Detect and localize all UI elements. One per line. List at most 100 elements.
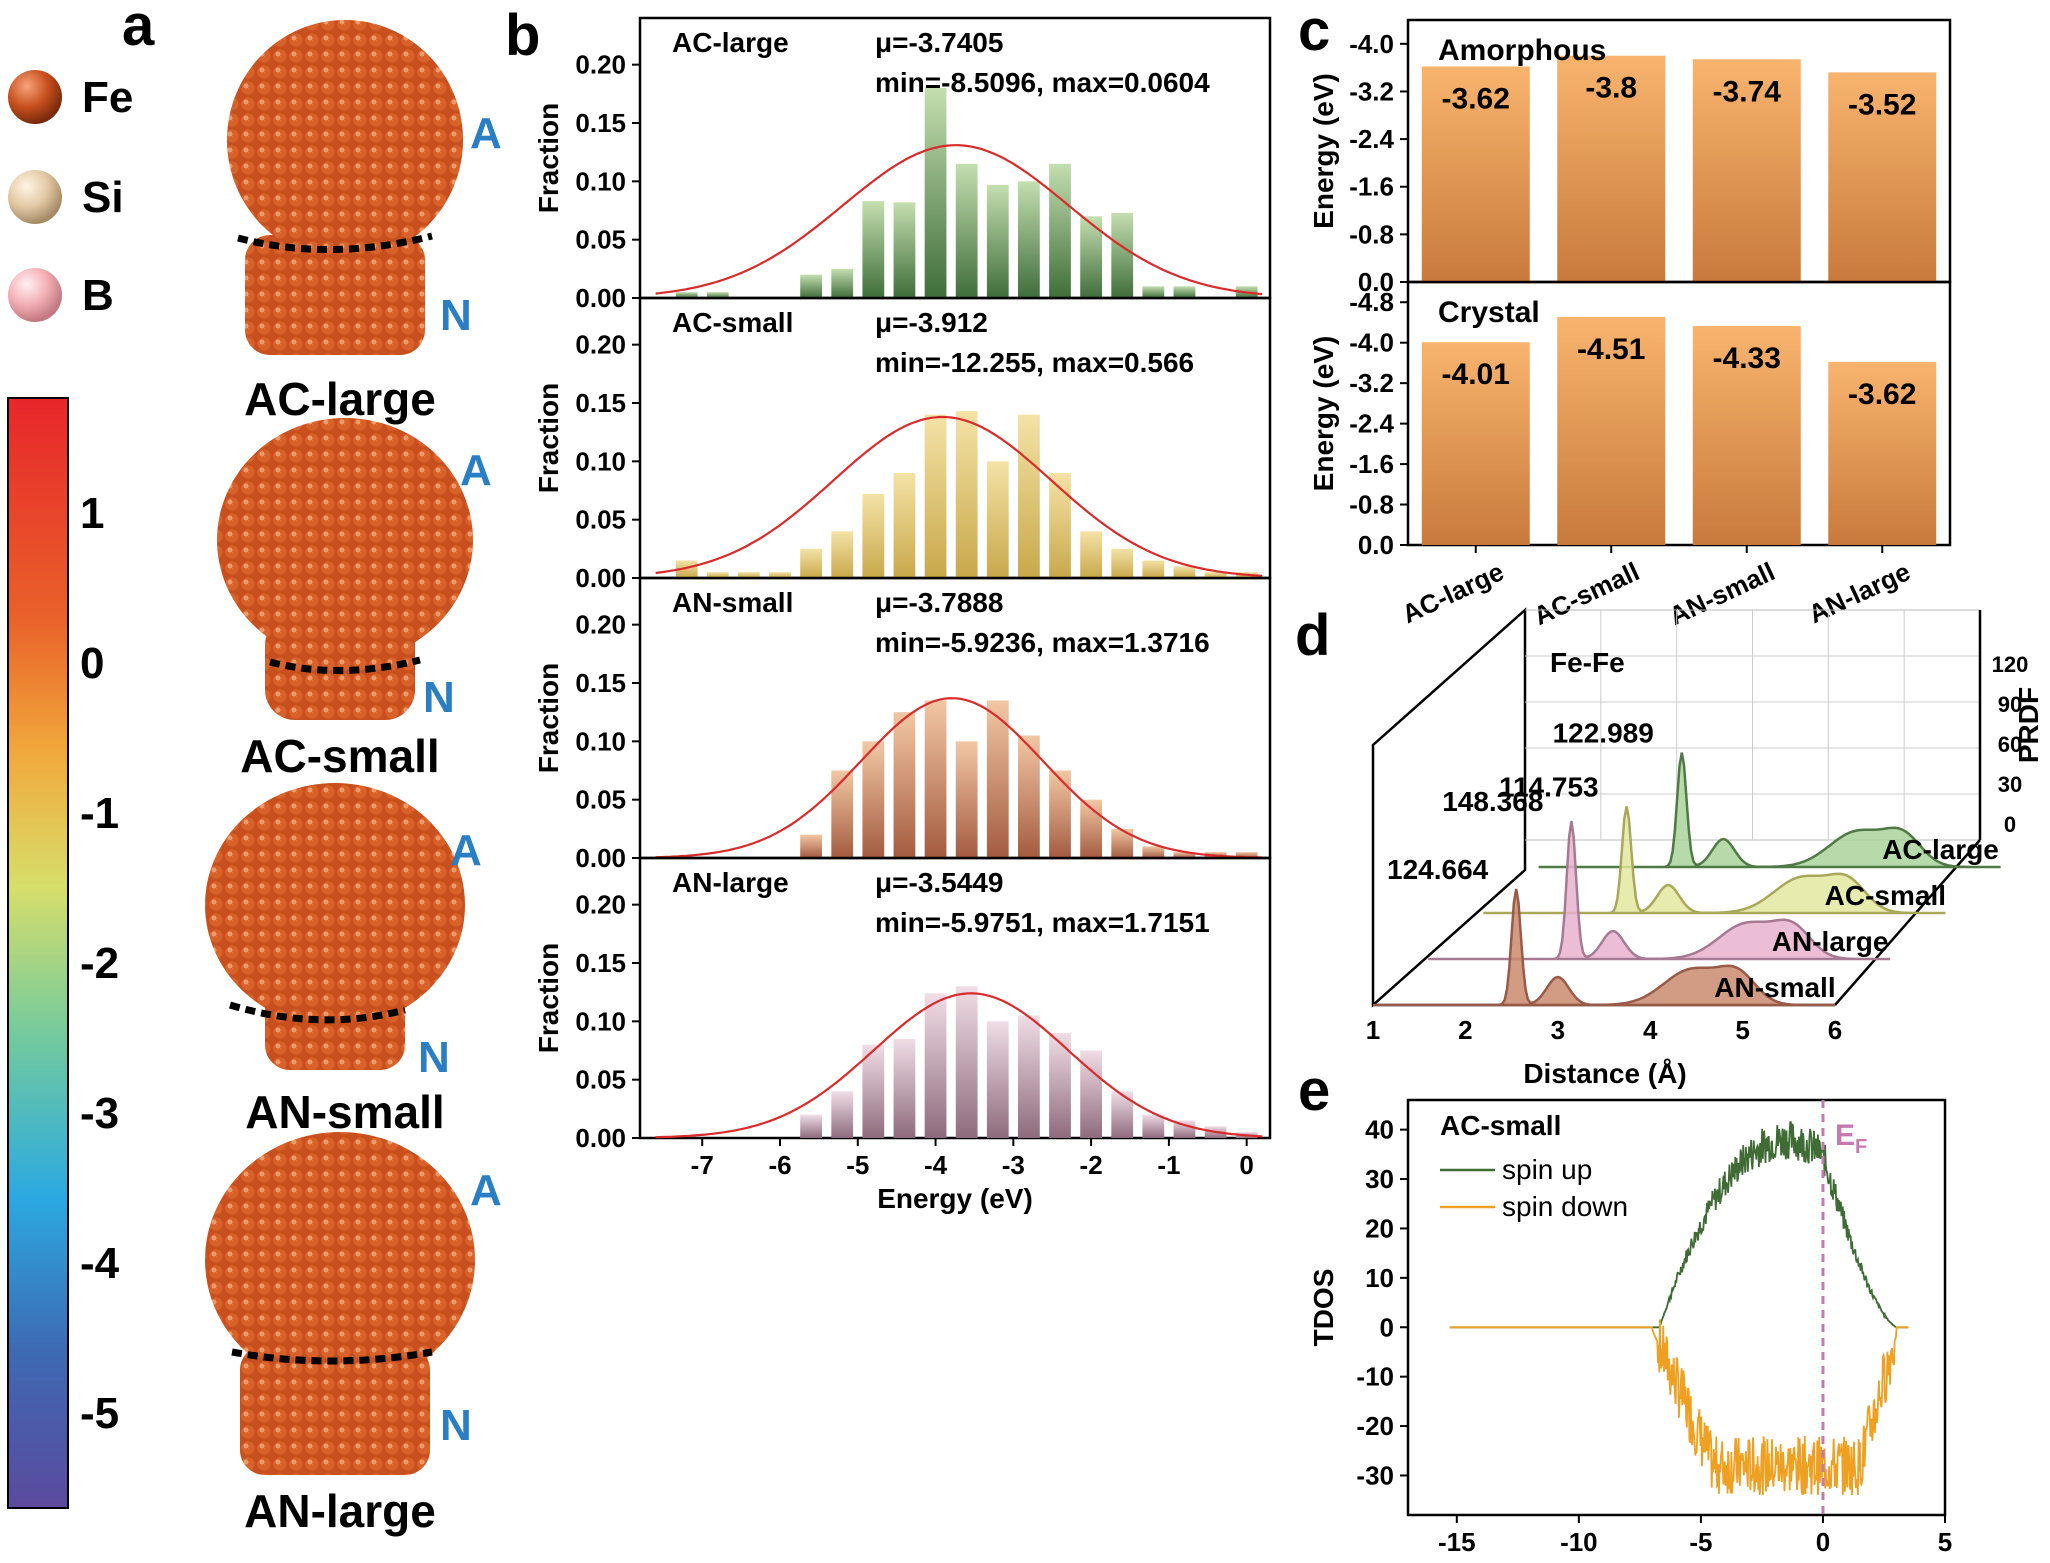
y-tick-label: -3.2 [1349, 76, 1394, 106]
subplot-title: Crystal [1438, 296, 1540, 329]
y-tick-label: 0.00 [575, 563, 626, 593]
energy-bar [1692, 59, 1801, 282]
sphere-region [205, 783, 465, 1027]
y-tick-label: 0.15 [575, 948, 626, 978]
energy-bar [1692, 326, 1801, 545]
histogram-bar [924, 88, 947, 298]
histogram-bar [1080, 216, 1102, 298]
histogram-bar [1049, 163, 1071, 298]
peak-label: 114.753 [1499, 771, 1599, 802]
y-tick-label: 0.15 [575, 108, 626, 138]
z-tick-label: 0 [2004, 812, 2016, 837]
bar-value-label: -4.01 [1442, 358, 1510, 391]
histogram-bar [800, 834, 822, 858]
histogram-bar [986, 700, 1009, 858]
y-tick-label: 0.15 [575, 388, 626, 418]
colorbar-tick-m4: -4 [80, 1239, 120, 1288]
legend-b-label: B [82, 271, 114, 320]
histogram-bar [1080, 1050, 1102, 1138]
histogram-an-large: 0.00 0.05 0.10 0.15 0.20 Fraction AN-large μ=-3… [533, 856, 1272, 1214]
x-tick-label: AN-large [1804, 556, 1915, 629]
particle-top-label: A [450, 826, 482, 875]
x-tick-label: 6 [1828, 1015, 1842, 1045]
histogram-bar [862, 494, 885, 578]
particle-name: AC-large [244, 373, 436, 425]
z-tick-label: 90 [1998, 692, 2022, 717]
prdf-area [1538, 752, 2001, 869]
plot-frame [1406, 1098, 1947, 1517]
histogram-bar [862, 741, 885, 858]
series-name: AC-large [672, 27, 789, 58]
energy-bar [1557, 316, 1666, 545]
y-tick-label: -10 [1356, 1362, 1394, 1392]
x-tick-label: AN-small [1664, 556, 1779, 631]
y-axis-label: Fraction [533, 943, 564, 1053]
interface-dashed-line [269, 656, 421, 675]
x-tick-label: -1 [1157, 1150, 1180, 1180]
series-name: AN-large [672, 867, 789, 898]
histogram-bar [1080, 799, 1102, 858]
y-tick-label: -0.8 [1349, 490, 1394, 520]
histogram-bar [1018, 735, 1040, 858]
y-tick-label: 0.10 [575, 446, 626, 476]
plot-frame [1406, 280, 1952, 547]
x-tick-label: 2 [1458, 1015, 1472, 1045]
prdf-area [1373, 888, 1835, 1007]
legend-label-spin-down: spin down [1502, 1191, 1628, 1222]
spin-up-line [1449, 1120, 1909, 1329]
y-tick-label: 0.05 [575, 1065, 626, 1095]
prdf-area [1428, 820, 1891, 961]
histogram-bar [800, 1114, 822, 1138]
x-tick-label: -5 [1689, 1527, 1712, 1557]
y-tick-label: 20 [1365, 1213, 1394, 1243]
x-tick-label: 0 [1239, 1150, 1253, 1180]
histogram-bar [955, 411, 978, 578]
x-tick-label: 3 [1551, 1015, 1565, 1045]
neck-region [245, 235, 425, 355]
histogram-bar [955, 163, 978, 298]
histogram-bar [706, 572, 729, 578]
histogram-bar [986, 184, 1009, 298]
z-tick-label: 120 [1992, 652, 2029, 677]
panel-labels: a b c d e [122, 0, 1330, 1123]
particle-name: AN-large [244, 1485, 436, 1537]
histogram-bar [893, 1038, 916, 1138]
histogram-bar [1173, 852, 1196, 858]
y-tick-label: 0.20 [575, 330, 626, 360]
y-axis-label: Energy (eV) [1308, 73, 1339, 229]
y-tick-label: -3.2 [1349, 368, 1394, 398]
y-tick-label: 0.20 [575, 890, 626, 920]
colorbar: 1 0 -1 -2 -3 -4 -5 [7, 397, 120, 1509]
histogram-bar [893, 202, 916, 298]
range-label: min=-12.255, max=0.566 [875, 347, 1194, 378]
y-tick-label: 0 [1380, 1312, 1394, 1342]
panel-c-bar-charts: -3.62 -3.8 -3.74 -3.520.0-0.8-1.6-2.4-3.2-4… [1308, 18, 1952, 631]
x-axis-label: Distance (Å) [1523, 1058, 1686, 1089]
y-tick-label: -1.6 [1349, 172, 1394, 202]
x-tick-label: -2 [1080, 1150, 1103, 1180]
histogram-bar [675, 560, 698, 578]
z-tick-label: 30 [1998, 772, 2022, 797]
x-tick-label: -5 [846, 1150, 869, 1180]
gaussian-fit-line [655, 992, 1263, 1139]
colorbar-tick-m5: -5 [80, 1389, 119, 1438]
histogram-bar [1080, 531, 1102, 578]
particle-ac-small: A N AC-small [217, 418, 492, 782]
colorbar-tick-1: 1 [80, 489, 104, 538]
y-tick-label: -2.4 [1349, 409, 1394, 439]
y-tick-label: 0.00 [575, 1123, 626, 1153]
histogram-bar [1111, 212, 1134, 298]
x-tick-label: 4 [1643, 1015, 1658, 1045]
y-tick-label: -4.0 [1349, 328, 1394, 358]
colorbar-gradient [7, 397, 69, 1509]
interface-dashed-line [228, 1001, 406, 1024]
y-tick-label: 0.00 [575, 843, 626, 873]
y-tick-label: 30 [1365, 1164, 1394, 1194]
bar-subplot-crystal: -4.01 -4.51 -4.33 -3.62 0.0 -0.8 -1.6 -2.4 -3.2 -… [1308, 280, 1952, 560]
peak-label: 122.989 [1553, 718, 1654, 749]
y-tick-label: 0.20 [575, 50, 626, 80]
y-axis-label: Fraction [533, 103, 564, 213]
y-tick-label: -30 [1356, 1460, 1394, 1490]
histogram-bar [893, 712, 916, 858]
histogram-bar [955, 986, 978, 1138]
